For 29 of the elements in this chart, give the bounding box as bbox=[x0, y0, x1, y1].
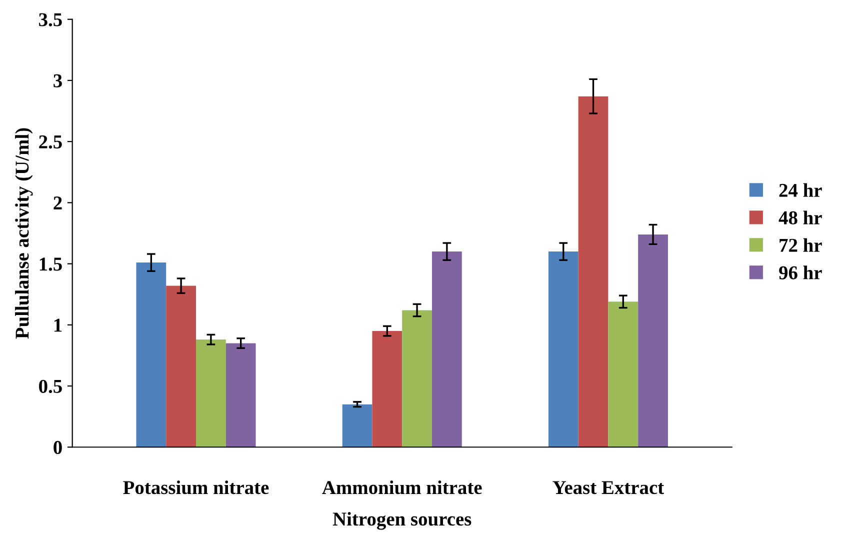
bar bbox=[196, 340, 226, 448]
y-tick-label: 3 bbox=[54, 74, 62, 88]
bar bbox=[432, 252, 462, 448]
y-tick-label: 0 bbox=[54, 440, 62, 454]
x-axis-title: Nitrogen sources bbox=[332, 512, 472, 530]
legend-label: 48 hr bbox=[778, 210, 822, 224]
y-axis-title: Pullulanse activity (U/ml) bbox=[15, 128, 33, 339]
bar bbox=[372, 331, 402, 448]
y-tick-label: 1 bbox=[54, 318, 62, 332]
x-tick-label: Potassium nitrate bbox=[123, 480, 269, 494]
y-tick-label: 3.5 bbox=[39, 13, 62, 26]
bar bbox=[638, 234, 668, 448]
bar bbox=[548, 252, 578, 448]
bar bbox=[136, 262, 166, 448]
y-tick-label: 1.5 bbox=[40, 258, 62, 271]
legend-label: 72 hr bbox=[780, 238, 822, 252]
y-tick-label: 2.5 bbox=[39, 135, 62, 149]
bar bbox=[166, 286, 196, 448]
bar bbox=[578, 96, 608, 448]
bar bbox=[226, 343, 256, 448]
bar bbox=[342, 404, 372, 448]
legend-label: 24 hr bbox=[779, 183, 822, 197]
y-tick-label: 2 bbox=[54, 196, 62, 210]
x-tick-label: Ammonium nitrate bbox=[322, 480, 482, 494]
legend-label: 96 hr bbox=[779, 266, 822, 280]
x-tick-label: Yeast Extract bbox=[552, 481, 664, 494]
bar bbox=[402, 310, 432, 448]
y-tick-label: 0.5 bbox=[39, 380, 62, 394]
bar bbox=[608, 302, 638, 448]
